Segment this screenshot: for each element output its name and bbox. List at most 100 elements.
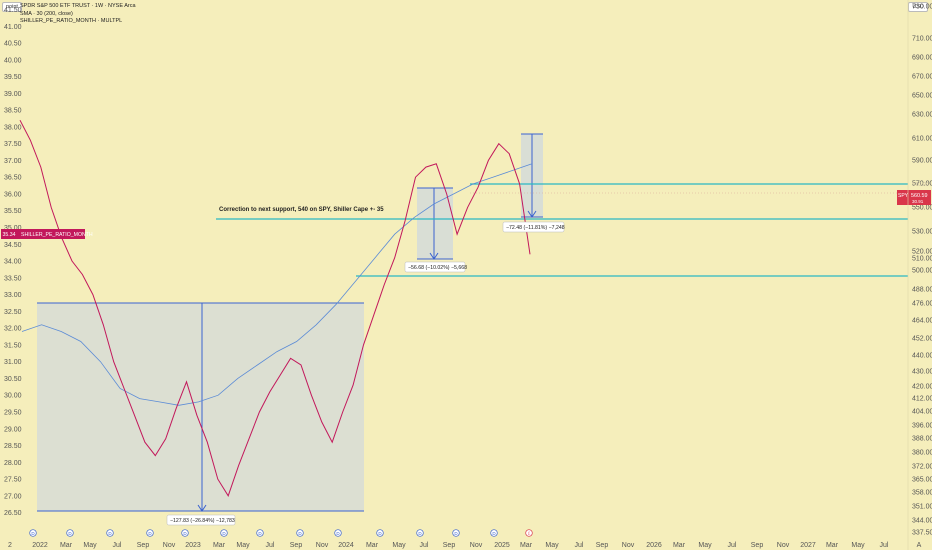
dividend-marker-glyph: D xyxy=(378,531,382,536)
currency-button[interactable]: USD xyxy=(908,2,928,12)
x-axis-tick: Mar xyxy=(673,542,686,549)
x-axis-tick: 2025 xyxy=(494,542,510,549)
shiller-value-tag: 35.34 xyxy=(3,232,16,238)
dividend-marker-glyph: D xyxy=(258,531,262,536)
spy-symbol-tag-bg xyxy=(897,190,909,205)
measure-label-2024-bg xyxy=(404,261,466,273)
left-axis-tick: 40.50 xyxy=(4,41,22,48)
x-axis-tick: Sep xyxy=(137,542,150,549)
right-axis-tick: 351.00 xyxy=(912,504,932,511)
spy-price-tag: 560.59 xyxy=(911,193,928,199)
x-axis-tick: Mar xyxy=(520,542,533,549)
sma-indicator-label[interactable]: SMA · 30 (200, close) xyxy=(20,10,73,17)
dividend-marker-glyph: D xyxy=(31,531,35,536)
shiller-name-tag: SHILLER_PE_RATIO_MONTH xyxy=(21,232,93,238)
left-axis-tick: 35.00 xyxy=(4,225,22,232)
right-axis-tick: 610.00 xyxy=(912,136,932,143)
x-axis-tick: May xyxy=(236,542,250,549)
left-axis-tick: 33.00 xyxy=(4,292,22,299)
right-axis-tick: 500.00 xyxy=(912,268,932,275)
x-axis-tick: Mar xyxy=(366,542,379,549)
measure-arrowhead-2024 xyxy=(429,252,439,260)
x-axis-tick: Jul xyxy=(728,542,737,549)
right-axis-tick: 388.00 xyxy=(912,436,932,443)
right-axis-tick: 550.00 xyxy=(912,205,932,212)
x-axis-tick: Mar xyxy=(826,542,839,549)
measure-label-2025-bg xyxy=(502,221,565,233)
right-axis-tick: 372.00 xyxy=(912,464,932,471)
x-axis-tick: 2023 xyxy=(185,542,201,549)
spy-sub-tag: 30.91 xyxy=(912,199,924,204)
x-axis-tick: Nov xyxy=(622,542,635,549)
right-axis-tick: 380.00 xyxy=(912,450,932,457)
right-axis-tick: 440.00 xyxy=(912,353,932,360)
measure-label-2022: −127.83 (−26.84%) −12,783 xyxy=(170,518,235,524)
left-axis-tick: 27.00 xyxy=(4,493,22,500)
right-axis-tick: 730.00 xyxy=(912,4,932,11)
x-axis-tick: 2022 xyxy=(32,542,48,549)
left-axis-tick: 37.00 xyxy=(4,158,22,165)
measure-label-2025: −72.48 (−11.81%) −7,248 xyxy=(506,225,565,231)
dividend-marker-glyph: D xyxy=(148,531,152,536)
right-axis-tick: 452.00 xyxy=(912,336,932,343)
right-axis-tick: 412.00 xyxy=(912,396,932,403)
right-axis-tick-faded: 570.00 xyxy=(912,182,929,188)
symbol-title[interactable]: SPDR S&P 500 ETF TRUST · 1W · NYSE Arca xyxy=(20,3,136,9)
x-axis-tick: 2 xyxy=(8,542,12,549)
x-axis-tick: Jul xyxy=(113,542,122,549)
x-axis-tick: Jul xyxy=(880,542,889,549)
x-axis-tick: Sep xyxy=(751,542,764,549)
left-axis-tick: 34.00 xyxy=(4,259,22,266)
x-axis-tick: Jul xyxy=(575,542,584,549)
x-axis-tick: 2026 xyxy=(646,542,662,549)
left-axis-tick: 32.50 xyxy=(4,309,22,316)
right-axis-tick: 464.00 xyxy=(912,318,932,325)
right-axis-tick: 488.00 xyxy=(912,287,932,294)
annotation-text: Correction to next support, 540 on SPY, … xyxy=(219,207,384,213)
right-axis-tick: 430.00 xyxy=(912,369,932,376)
measure-arrowhead-2022 xyxy=(197,504,207,512)
dividend-marker xyxy=(66,529,74,537)
left-axis-tick: 30.50 xyxy=(4,376,22,383)
x-axis-tick: Nov xyxy=(163,542,176,549)
dividend-marker xyxy=(106,529,114,537)
earnings-marker-glyph: ℰ xyxy=(528,531,531,536)
right-axis-tick: 420.00 xyxy=(912,384,932,391)
dividend-marker-glyph: D xyxy=(183,531,187,536)
dividend-marker xyxy=(296,529,304,537)
dividend-marker xyxy=(146,529,154,537)
right-axis-tick: 337.50 xyxy=(912,530,932,537)
dividend-marker xyxy=(490,529,498,537)
shiller-indicator-label[interactable]: SHILLER_PE_RATIO_MONTH · MULTPL xyxy=(20,18,123,24)
sma-line xyxy=(21,163,533,406)
right-axis-tick: 358.00 xyxy=(912,490,932,497)
x-axis-tick: Sep xyxy=(443,542,456,549)
dividend-marker-glyph: D xyxy=(68,531,72,536)
shiller-name-tag-bg xyxy=(19,229,85,239)
right-axis-tick: 630.00 xyxy=(912,112,932,119)
right-axis-tick: 650.00 xyxy=(912,93,932,100)
left-axis-tick: 28.50 xyxy=(4,443,22,450)
right-axis-tick: 344.00 xyxy=(912,518,932,525)
dividend-marker-glyph: D xyxy=(222,531,226,536)
x-axis-tick: Nov xyxy=(316,542,329,549)
spy-price-tag-bg xyxy=(909,190,931,205)
dividend-marker xyxy=(220,529,228,537)
x-axis-tick: May xyxy=(392,542,406,549)
dividend-marker-glyph: D xyxy=(418,531,422,536)
left-axis-tick: 41.50 xyxy=(4,7,22,14)
measure-box-2022 xyxy=(37,303,364,511)
x-axis-tick: Nov xyxy=(470,542,483,549)
left-axis-tick: 41.00 xyxy=(4,24,22,31)
right-axis-tick: 520.00 xyxy=(912,249,932,256)
dividend-marker-glyph: D xyxy=(336,531,340,536)
dividend-marker xyxy=(416,529,424,537)
dividend-marker-glyph: D xyxy=(108,531,112,536)
x-axis-tick: Sep xyxy=(290,542,303,549)
point-button[interactable]: point xyxy=(2,2,22,12)
left-axis-tick: 28.00 xyxy=(4,460,22,467)
left-axis-tick: 33.50 xyxy=(4,275,22,282)
right-axis-tick: 396.00 xyxy=(912,423,932,430)
left-axis-tick: 26.50 xyxy=(4,510,22,517)
